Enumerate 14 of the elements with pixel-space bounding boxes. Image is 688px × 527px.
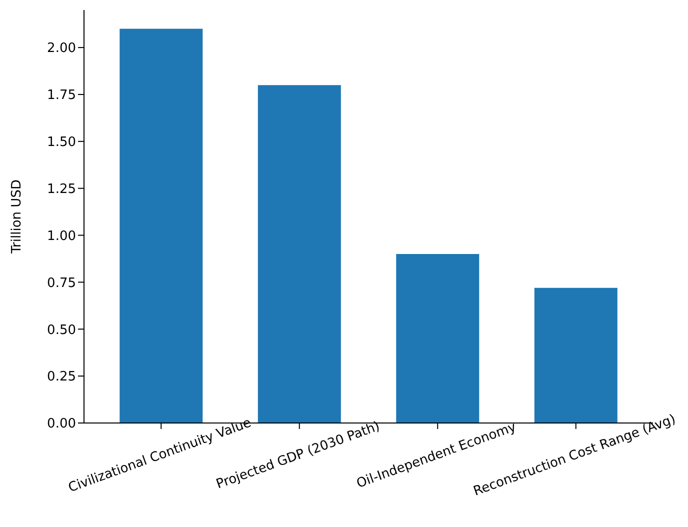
- y-tick-label: 1.00: [47, 228, 76, 244]
- y-tick-label: 0.50: [47, 322, 76, 338]
- bar: [534, 288, 618, 423]
- bar: [120, 28, 203, 423]
- bar: [396, 254, 480, 423]
- y-tick-label: 0.75: [47, 276, 76, 291]
- y-tick-label: 1.25: [47, 182, 76, 197]
- y-tick-label: 0.25: [47, 370, 76, 385]
- y-tick-label: 0.00: [47, 416, 76, 432]
- y-tick-label: 1.75: [47, 88, 76, 104]
- y-axis-title: Trillion USD: [10, 180, 25, 254]
- y-tick-label: 1.50: [47, 135, 76, 150]
- bar: [258, 85, 341, 423]
- y-tick-label: 2.00: [47, 41, 76, 56]
